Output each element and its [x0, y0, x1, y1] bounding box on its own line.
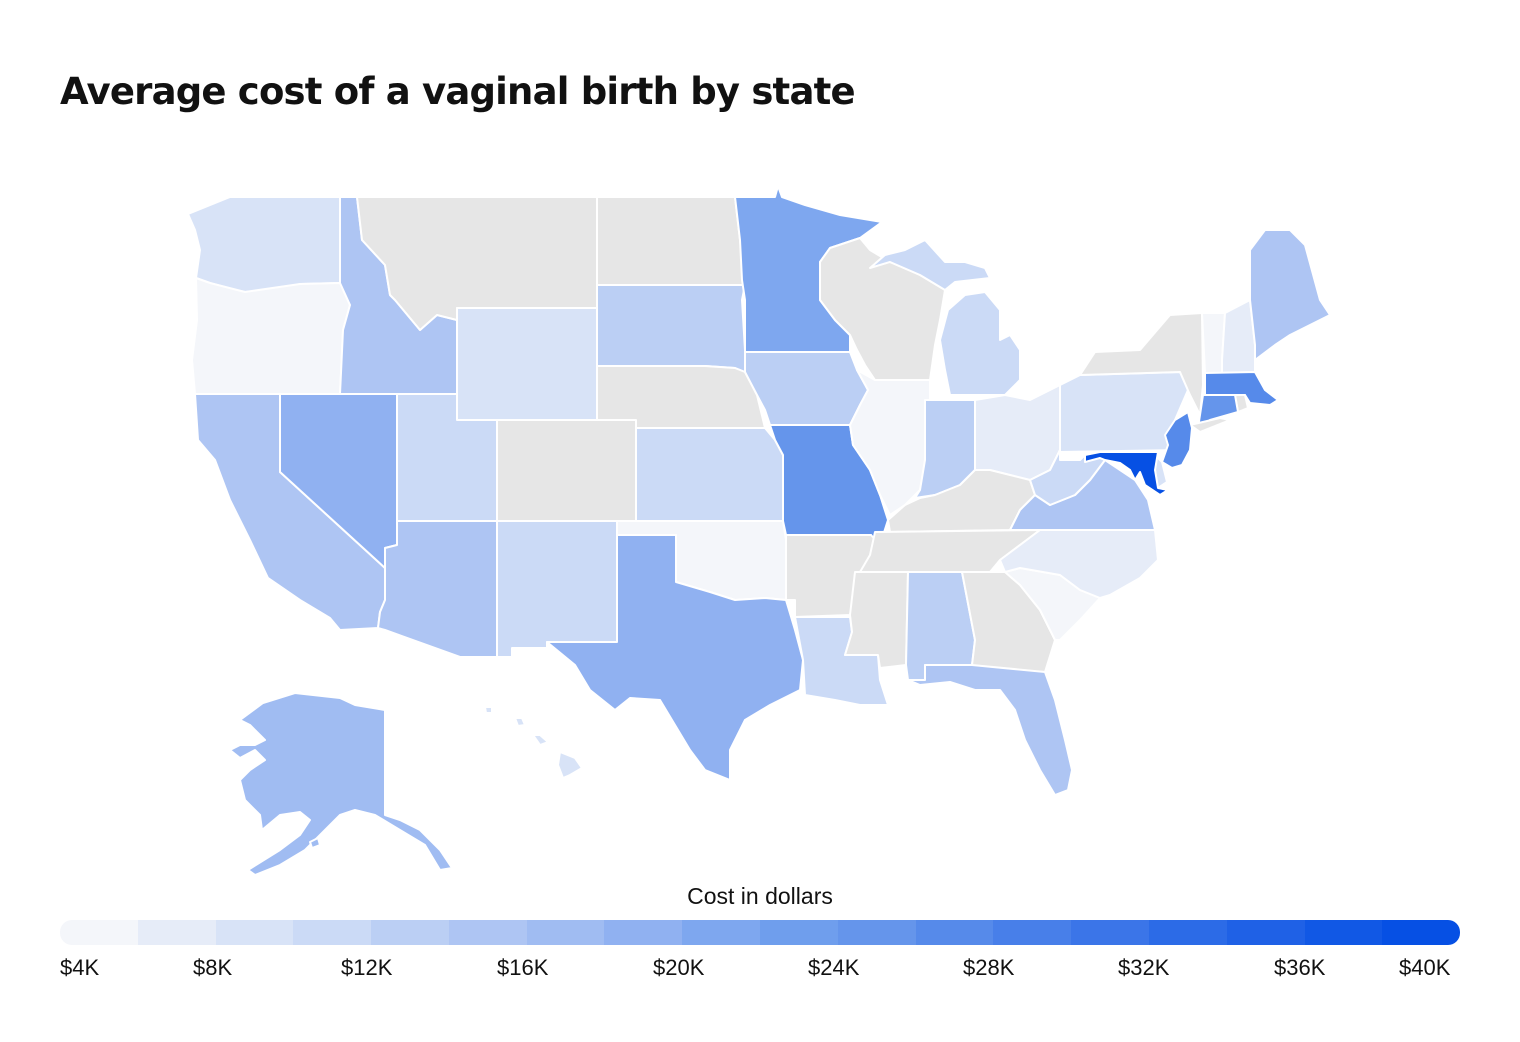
state-ND[interactable] [596, 196, 746, 286]
state-TX[interactable] [546, 534, 804, 781]
legend-tick-label: $20K [653, 955, 705, 980]
state-NE[interactable] [596, 365, 766, 429]
state-MI-upper[interactable] [869, 239, 991, 291]
us-choropleth-map [187, 185, 1331, 876]
state-IA[interactable] [744, 351, 869, 426]
state-WY[interactable] [456, 307, 598, 421]
legend-title: Cost in dollars [687, 883, 833, 909]
state-NM[interactable] [496, 520, 618, 658]
state-MD[interactable] [1084, 451, 1169, 496]
state-WI[interactable] [819, 237, 946, 381]
legend-segment [215, 920, 294, 945]
state-NH[interactable] [1221, 299, 1256, 374]
state-CO[interactable] [496, 419, 637, 522]
legend-segment [915, 920, 994, 945]
legend-segment [526, 920, 605, 945]
state-ME[interactable] [1249, 229, 1331, 361]
state-AK-island[interactable] [309, 837, 321, 849]
state-LI[interactable] [1189, 417, 1231, 433]
legend-tick-label: $36K [1274, 955, 1326, 980]
legend-segment [60, 920, 138, 945]
state-HI-maui[interactable] [532, 734, 549, 746]
legend-segment [448, 920, 527, 945]
state-NY[interactable] [1079, 312, 1204, 416]
legend-segment [993, 920, 1072, 945]
legend-segment [1382, 920, 1460, 945]
state-NJ[interactable] [1161, 411, 1193, 469]
legend-tick-label: $28K [963, 955, 1015, 980]
legend-tick-label: $12K [341, 955, 393, 980]
state-MS[interactable] [844, 571, 909, 669]
state-IL[interactable] [849, 369, 931, 516]
state-FL[interactable] [907, 664, 1073, 796]
legend-tick-label: $40K [1399, 955, 1451, 980]
state-MI[interactable] [939, 291, 1021, 396]
legend-tick-label: $8K [193, 955, 233, 980]
legend-tick-labels: $4K $8K $12K $16K $20K $24K $28K $32K $36K $40K [0, 955, 1520, 985]
legend-segment [760, 920, 838, 945]
legend-segment [682, 920, 761, 945]
state-WA[interactable] [187, 196, 341, 293]
legend-segment [604, 920, 683, 945]
legend-segment [137, 920, 216, 945]
state-HI-oahu[interactable] [514, 717, 526, 727]
chart-title: Average cost of a vaginal birth by state [60, 70, 856, 113]
state-SD[interactable] [596, 284, 746, 373]
legend-segment [371, 920, 449, 945]
legend-segment [837, 920, 916, 945]
state-KS[interactable] [635, 427, 784, 522]
state-OR[interactable] [191, 277, 351, 395]
legend-tick-label: $4K [60, 955, 100, 980]
state-HI-kauai[interactable] [484, 706, 493, 714]
legend-segment [1071, 920, 1149, 945]
state-AK[interactable] [229, 692, 453, 876]
legend-segment [1226, 920, 1305, 945]
state-OH[interactable] [974, 384, 1061, 481]
legend-segment [1148, 920, 1227, 945]
color-scale-legend [60, 920, 1460, 945]
legend-tick-label: $16K [497, 955, 549, 980]
legend-tick-label: $32K [1118, 955, 1170, 980]
legend-tick-label: $24K [808, 955, 860, 980]
legend-segment [293, 920, 372, 945]
state-HI[interactable] [557, 751, 583, 779]
legend-segment [1304, 920, 1383, 945]
